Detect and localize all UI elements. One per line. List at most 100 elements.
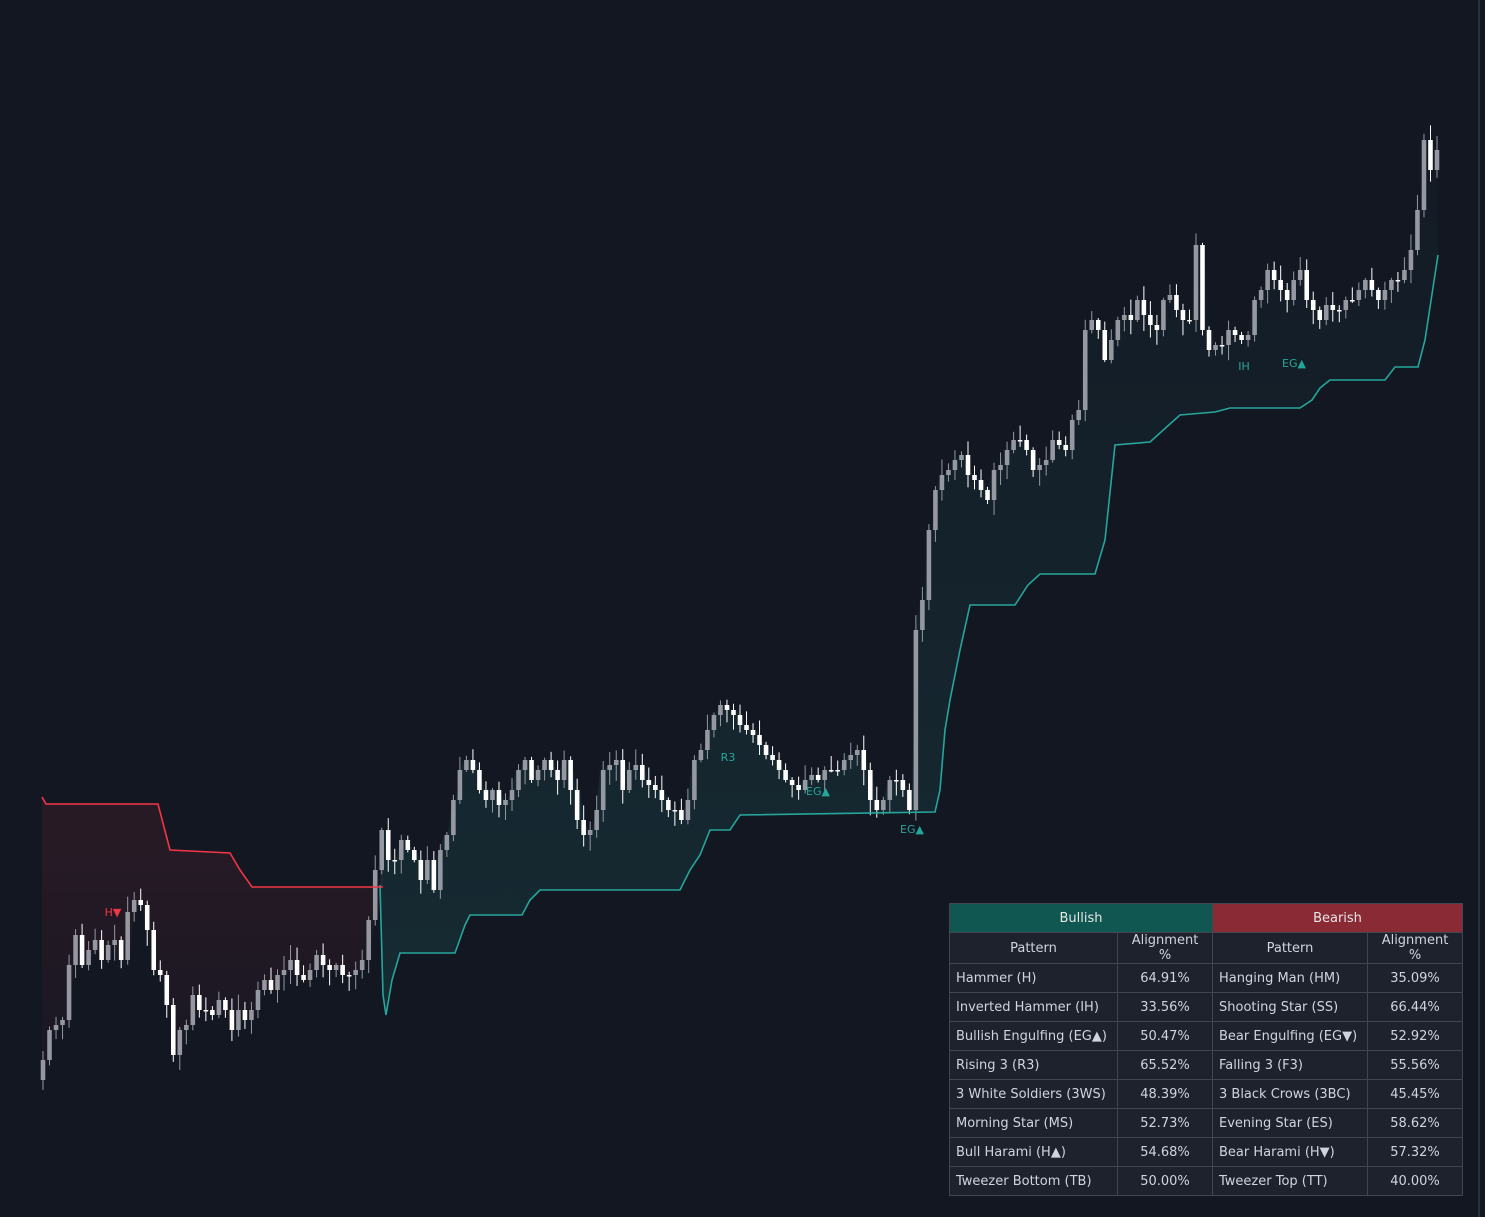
bear-pattern-pct: 58.62% bbox=[1367, 1108, 1463, 1138]
candle-body bbox=[861, 750, 867, 770]
bear-pattern-pct: 40.00% bbox=[1367, 1166, 1463, 1196]
candle-body bbox=[692, 760, 697, 800]
candle-body bbox=[1421, 140, 1427, 210]
table-column-row: Pattern Alignment % Pattern Alignment % bbox=[949, 932, 1463, 964]
candle-body bbox=[1004, 450, 1010, 465]
candle-body bbox=[939, 475, 945, 490]
candle-body bbox=[1174, 295, 1179, 310]
bull-alignment-col: Alignment % bbox=[1117, 932, 1213, 964]
candle-body bbox=[1037, 465, 1042, 470]
candle-body bbox=[1389, 280, 1394, 290]
candle-body bbox=[613, 760, 619, 765]
candle-body bbox=[125, 912, 130, 960]
candle-body bbox=[1284, 290, 1290, 300]
candle-body bbox=[1291, 280, 1296, 300]
table-row: Hammer (H) 64.91% Hanging Man (HM) 35.09… bbox=[949, 963, 1463, 993]
candle-body bbox=[438, 850, 443, 890]
bear-pattern-pct: 52.92% bbox=[1367, 1021, 1463, 1051]
candle-body bbox=[144, 905, 150, 930]
candle-body bbox=[952, 460, 958, 470]
candle-body bbox=[1063, 445, 1068, 450]
candle-body bbox=[40, 1060, 46, 1080]
candle-body bbox=[659, 790, 665, 800]
candle-body bbox=[1154, 325, 1160, 330]
bear-pattern-name: Shooting Star (SS) bbox=[1212, 992, 1368, 1022]
candle-body bbox=[835, 770, 840, 772]
candle-body bbox=[177, 1030, 183, 1055]
candle-body bbox=[770, 755, 775, 760]
candle-body bbox=[802, 780, 808, 790]
candle-body bbox=[1395, 280, 1401, 282]
candle-body bbox=[262, 980, 267, 990]
candle-body bbox=[568, 760, 573, 790]
candle-body bbox=[626, 770, 632, 790]
candle-body bbox=[1376, 290, 1381, 300]
candle-body bbox=[1350, 300, 1355, 302]
bull-pattern-pct: 64.91% bbox=[1117, 963, 1213, 993]
candle-body bbox=[1213, 345, 1218, 350]
bear-pattern-pct: 66.44% bbox=[1367, 992, 1463, 1022]
candles-group bbox=[40, 125, 1440, 1090]
candle-body bbox=[594, 810, 599, 830]
candle-body bbox=[529, 760, 534, 780]
candle-body bbox=[933, 490, 938, 530]
candle-body bbox=[444, 835, 450, 850]
candle-body bbox=[972, 475, 977, 480]
candle-body bbox=[1310, 300, 1316, 310]
bear-pattern-name: Bear Harami (H▼) bbox=[1212, 1137, 1368, 1167]
candle-body bbox=[203, 1010, 209, 1012]
candle-body bbox=[405, 840, 411, 850]
candle-body bbox=[1317, 310, 1323, 320]
candle-body bbox=[548, 760, 554, 770]
bear-pattern-name: 3 Black Crows (3BC) bbox=[1212, 1079, 1368, 1109]
bull-pattern-name: Bullish Engulfing (EG▲) bbox=[949, 1021, 1118, 1051]
candle-body bbox=[1082, 330, 1088, 410]
candle-body bbox=[425, 860, 430, 880]
bear-pattern-name: Tweezer Top (TT) bbox=[1212, 1166, 1368, 1196]
bear-pattern-pct: 57.32% bbox=[1367, 1137, 1463, 1167]
candle-body bbox=[776, 760, 782, 770]
candle-body bbox=[1161, 300, 1166, 330]
bear-pattern-pct: 35.09% bbox=[1367, 963, 1463, 993]
candle-body bbox=[672, 810, 678, 812]
candle-body bbox=[822, 770, 827, 780]
bull-pattern-pct: 50.00% bbox=[1117, 1166, 1213, 1196]
candle-body bbox=[516, 770, 521, 790]
candle-body bbox=[1363, 280, 1368, 290]
candle-body bbox=[920, 600, 925, 630]
candle-body bbox=[1258, 290, 1264, 300]
candle-body bbox=[1428, 140, 1433, 170]
candle-body bbox=[640, 765, 645, 780]
pattern-label: H▼ bbox=[105, 906, 122, 919]
candle-body bbox=[503, 800, 508, 805]
candle-body bbox=[366, 920, 371, 960]
candle-body bbox=[946, 470, 951, 475]
candle-body bbox=[874, 800, 880, 810]
bear-pattern-pct: 45.45% bbox=[1367, 1079, 1463, 1109]
candle-body bbox=[1239, 335, 1244, 340]
bearish-header: Bearish bbox=[1212, 903, 1463, 933]
candle-body bbox=[47, 1030, 52, 1060]
bear-pattern-name: Bear Engulfing (EG▼) bbox=[1212, 1021, 1368, 1051]
bull-pattern-name: Rising 3 (R3) bbox=[949, 1050, 1118, 1080]
candle-body bbox=[1271, 270, 1277, 280]
candle-body bbox=[477, 770, 482, 790]
candle-body bbox=[223, 1000, 228, 1010]
candle-body bbox=[926, 530, 932, 600]
candle-body bbox=[1206, 330, 1212, 350]
pattern-label: EG▲ bbox=[806, 785, 830, 798]
candle-body bbox=[985, 490, 990, 500]
candle-body bbox=[164, 975, 170, 1005]
bull-pattern-col: Pattern bbox=[949, 932, 1118, 964]
candle-body bbox=[1050, 440, 1055, 460]
candle-body bbox=[1278, 280, 1283, 290]
candle-body bbox=[131, 900, 137, 912]
table-row: Bull Harami (H▲) 54.68% Bear Harami (H▼)… bbox=[949, 1137, 1463, 1167]
candle-body bbox=[1011, 440, 1016, 450]
candle-body bbox=[1408, 250, 1414, 270]
candle-body bbox=[483, 790, 489, 800]
candle-body bbox=[848, 755, 854, 760]
candle-body bbox=[854, 750, 860, 755]
candle-body bbox=[1115, 320, 1121, 340]
candle-body bbox=[1219, 345, 1225, 347]
